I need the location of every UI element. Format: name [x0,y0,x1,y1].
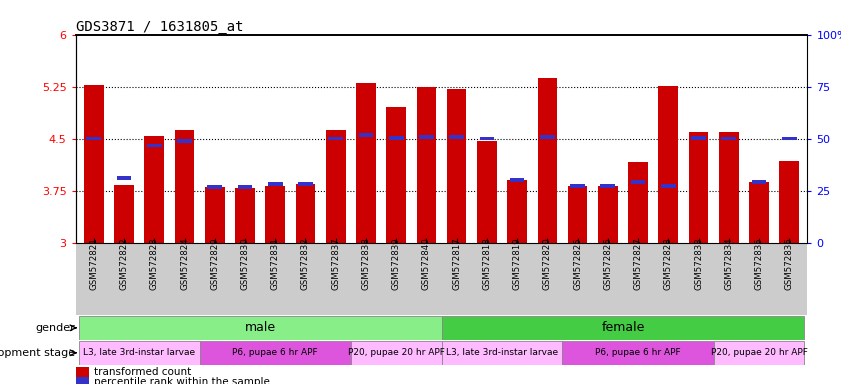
Bar [570,184,585,188]
Bar [563,341,714,365]
Bar [356,83,376,243]
Bar [76,377,89,384]
Text: female: female [601,321,644,334]
Bar [477,141,497,243]
Bar [749,182,769,243]
Bar [714,341,804,365]
Bar [199,341,351,365]
Text: GDS3871 / 1631805_at: GDS3871 / 1631805_at [76,20,243,33]
Bar [328,137,343,141]
Text: P6, pupae 6 hr APF: P6, pupae 6 hr APF [232,348,318,357]
Text: transformed count: transformed count [94,367,191,377]
Bar [479,137,495,141]
Bar [689,132,708,243]
Bar [358,133,373,137]
Bar [507,180,527,243]
Bar [659,86,678,243]
Bar [537,78,558,243]
Bar [76,367,89,376]
Bar [782,137,796,141]
Bar [419,135,434,139]
Bar [147,144,161,147]
Bar [447,89,467,243]
Bar [780,161,799,243]
Bar [235,188,255,243]
Text: gender: gender [35,323,75,333]
Bar [145,136,164,243]
Bar [691,136,706,140]
Text: male: male [245,321,276,334]
Bar [631,180,645,184]
Text: L3, late 3rd-instar larvae: L3, late 3rd-instar larvae [83,348,195,357]
Bar [266,186,285,243]
Bar [719,132,738,243]
Text: L3, late 3rd-instar larvae: L3, late 3rd-instar larvae [446,348,558,357]
Bar [238,185,252,189]
Bar [325,129,346,243]
Bar [175,129,194,243]
Bar [389,136,404,140]
Text: P20, pupae 20 hr APF: P20, pupae 20 hr APF [711,348,807,357]
Bar [177,139,192,143]
Bar [442,316,804,340]
Bar [84,85,103,243]
Text: P6, pupae 6 hr APF: P6, pupae 6 hr APF [595,348,681,357]
Bar [442,341,563,365]
Bar [540,135,555,139]
Bar [205,187,225,243]
Bar [510,178,525,182]
Bar [598,186,617,243]
Bar [298,182,313,185]
Bar [722,137,736,141]
Bar [568,186,587,243]
Bar [386,108,406,243]
Bar [87,137,101,141]
Text: P20, pupae 20 hr APF: P20, pupae 20 hr APF [347,348,445,357]
Bar [752,180,766,184]
Bar [117,176,131,180]
Bar [600,184,615,188]
Bar [208,185,222,189]
Bar [79,316,442,340]
Text: development stage: development stage [0,348,75,358]
Bar [416,86,436,243]
Bar [661,184,675,188]
Bar [351,341,442,365]
Bar [296,184,315,243]
Bar [114,185,134,243]
Bar [628,162,648,243]
Bar [79,341,199,365]
Bar [268,182,283,185]
Bar [449,135,464,139]
Text: percentile rank within the sample: percentile rank within the sample [94,377,270,384]
